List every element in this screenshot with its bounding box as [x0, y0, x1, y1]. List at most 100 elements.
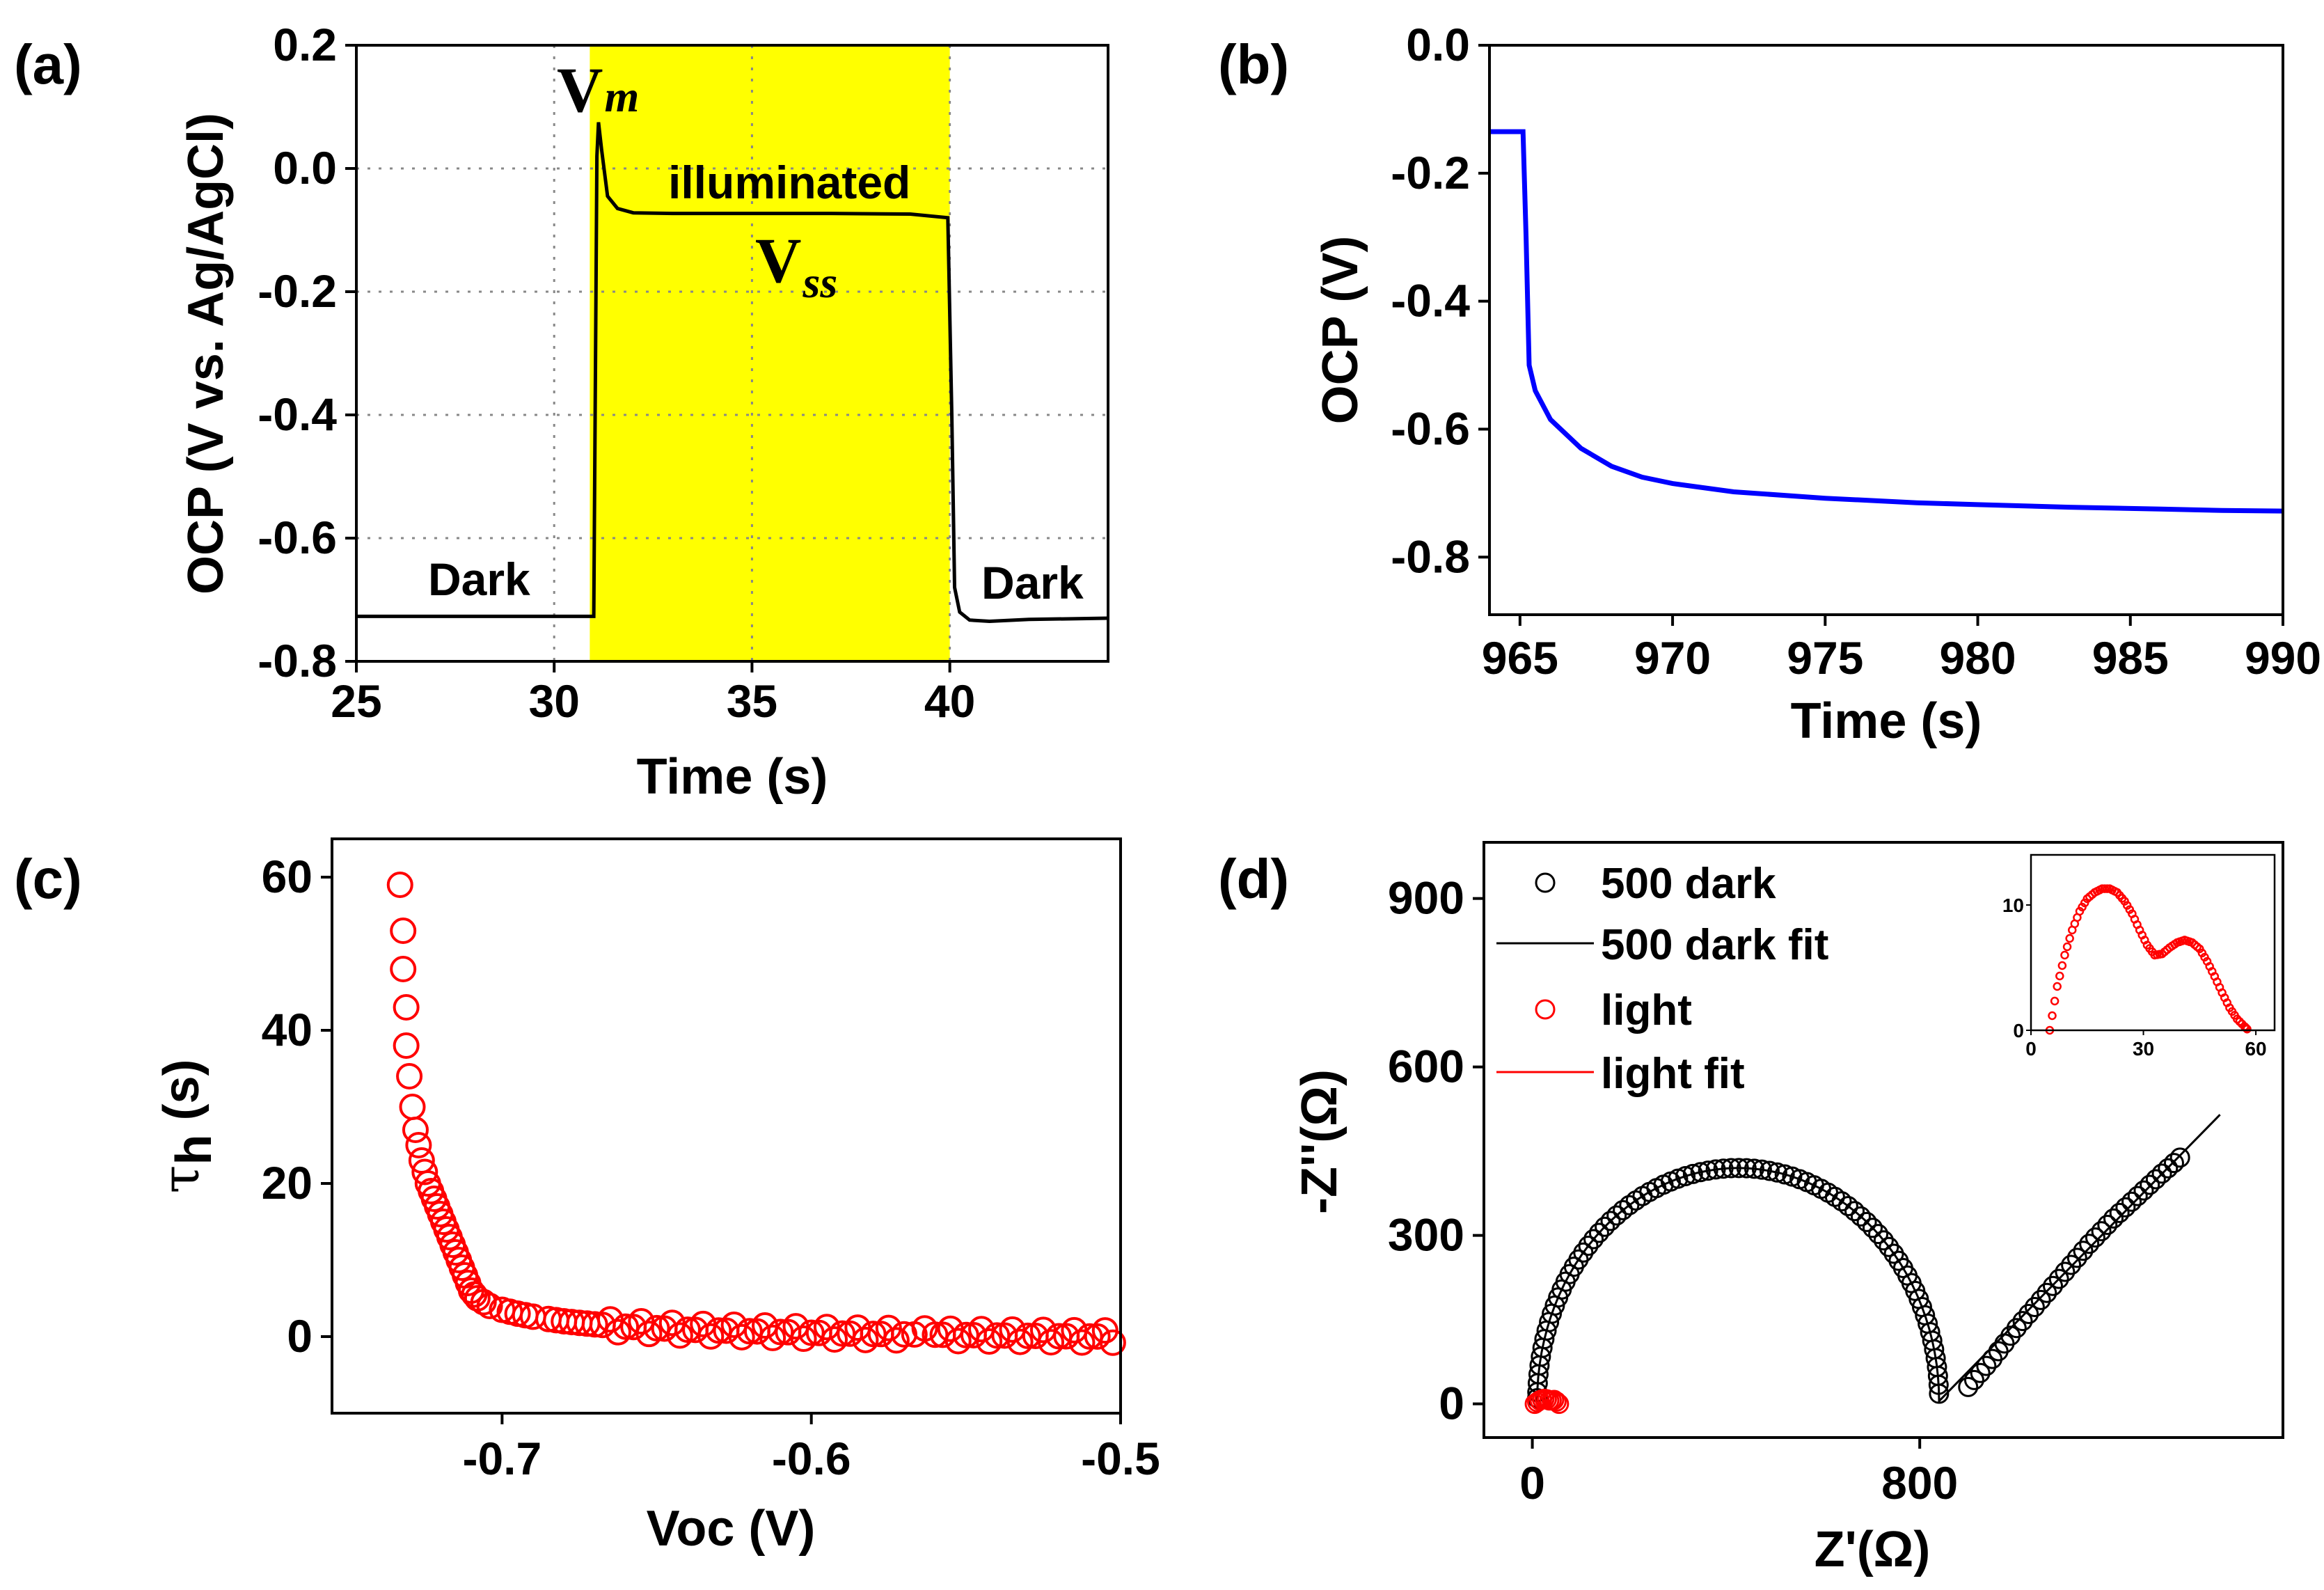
dark-point	[2091, 1221, 2112, 1242]
tau-point	[1099, 1329, 1126, 1356]
dark-point	[2115, 1197, 2136, 1218]
dark-point	[1675, 1166, 1696, 1187]
tau-point	[470, 1289, 497, 1316]
dark-point	[1837, 1195, 1858, 1216]
inset-point	[2065, 934, 2074, 943]
dark-point	[1958, 1376, 1979, 1397]
y-tick-label: 0	[1439, 1378, 1464, 1429]
panel-label-a: (a)	[14, 33, 82, 95]
x-axis-label-b: Time (s)	[1791, 693, 1982, 749]
ocp-line-b	[1489, 129, 2284, 514]
tau-sub: h	[166, 1135, 222, 1165]
dark-point	[1583, 1229, 1604, 1250]
y-tick-label: 0.2	[273, 19, 337, 70]
dark-point	[2061, 1254, 2082, 1275]
tau-point	[1068, 1329, 1096, 1356]
plot-frame-c	[331, 837, 1122, 1415]
tau-point	[643, 1314, 670, 1341]
y-tick-label: -0.2	[258, 265, 337, 317]
x-tick-label: 965	[1482, 632, 1558, 684]
zprime-label: Z'	[1815, 1522, 1857, 1577]
tau-point	[411, 1158, 438, 1186]
tau-point	[821, 1326, 848, 1353]
x-tick-label: 0	[1519, 1457, 1545, 1509]
y-tick-label: -0.6	[258, 512, 337, 563]
x-tick-label: -0.7	[463, 1433, 542, 1484]
y-tick-label: 40	[262, 1004, 313, 1055]
annotation-dark-left: Dark	[428, 553, 530, 605]
x-tick-label: 970	[1634, 632, 1711, 684]
tau-point	[596, 1306, 624, 1333]
tau-unit: (s)	[154, 1060, 210, 1135]
x-tick-label: 985	[2092, 632, 2169, 684]
dark-point	[1600, 1211, 1621, 1231]
light-scatter-points	[1524, 1388, 1570, 1415]
dark-point	[2158, 1158, 2179, 1179]
tau-point	[393, 994, 420, 1021]
dark-fit-line	[1536, 1114, 2221, 1404]
dark-point	[1751, 1159, 1772, 1180]
dark-point	[2163, 1153, 2184, 1174]
dark-point	[1850, 1206, 1871, 1227]
dark-point	[1929, 1383, 1950, 1404]
dark-point	[1573, 1242, 1594, 1263]
tau-point	[612, 1313, 640, 1340]
dark-point	[1578, 1235, 1599, 1256]
dark-point	[1844, 1201, 1865, 1222]
tau-point	[759, 1324, 786, 1351]
inset-y-tick-label: 10	[2002, 895, 2024, 916]
panel-label-d: (d)	[1218, 848, 1289, 910]
tau-symbol: τ	[151, 1165, 211, 1194]
annotation-vss: Vss	[755, 225, 837, 307]
dark-point	[1873, 1230, 1894, 1251]
inset-frame	[2030, 853, 2276, 1032]
dark-point	[2066, 1247, 2087, 1268]
light-point	[1546, 1391, 1567, 1412]
legend-d: 500 dark 500 dark fit light light fit	[1496, 860, 1828, 1098]
dark-point	[2127, 1186, 2148, 1206]
dark-point	[1856, 1211, 1877, 1232]
inset-x-tick-label: 0	[2025, 1038, 2037, 1060]
x-tick-label: 975	[1787, 632, 1863, 684]
dark-point	[2030, 1289, 2051, 1310]
x-tick-label: -0.5	[1081, 1433, 1160, 1484]
annotation-vm: Vm	[557, 54, 639, 125]
dark-point	[2006, 1318, 2027, 1339]
tau-point	[944, 1328, 972, 1355]
tau-point	[393, 1032, 420, 1059]
legend-label-light: light	[1601, 986, 1692, 1034]
inset-plot: 0 30 60 0 10	[2002, 853, 2276, 1060]
vm-sub: m	[604, 72, 639, 121]
axis-ticks-c: -0.7 -0.6 -0.5 0 20 40 60	[262, 851, 1160, 1484]
dark-point	[2048, 1268, 2069, 1289]
plot-frame-d	[1483, 841, 2284, 1439]
dark-point	[2018, 1304, 2039, 1325]
tau-point	[635, 1321, 663, 1348]
dark-point	[1744, 1158, 1764, 1179]
y-axis-label-d: -Z''(Ω)	[1292, 1069, 1347, 1214]
dark-point	[2073, 1241, 2094, 1261]
tau-point	[396, 1063, 423, 1089]
y-tick-label: -0.8	[258, 635, 337, 686]
panel-label-c: (c)	[14, 848, 82, 910]
x-tick-label: 40	[924, 675, 975, 727]
dark-point	[1682, 1163, 1703, 1184]
tau-point	[581, 1311, 608, 1338]
dark-point	[1690, 1162, 1711, 1183]
plot-frame-a	[355, 44, 1109, 663]
inset-point	[2057, 961, 2067, 970]
y-tick-label: 0.0	[1406, 19, 1470, 70]
tau-point	[883, 1327, 910, 1354]
dark-point	[2145, 1169, 2166, 1190]
ocp-line-a	[356, 122, 1109, 624]
dark-point	[1774, 1164, 1795, 1185]
tau-point	[666, 1322, 693, 1349]
x-tick-label: 980	[1939, 632, 2016, 684]
tau-point	[852, 1326, 879, 1353]
y-tick-label: -0.4	[258, 388, 337, 440]
tau-point	[790, 1325, 817, 1353]
inset-point	[2050, 996, 2060, 1006]
tau-point	[476, 1293, 503, 1319]
